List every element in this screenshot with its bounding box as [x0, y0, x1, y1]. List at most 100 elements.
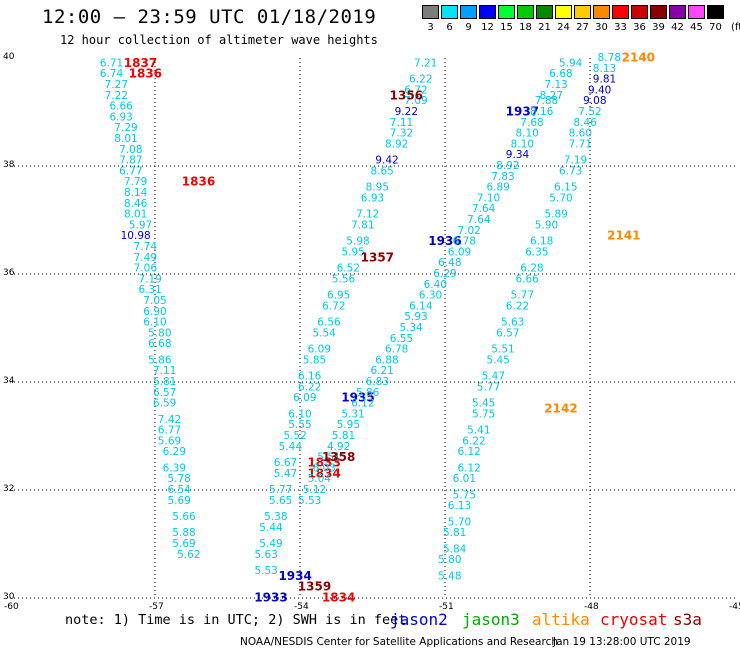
altika-wave-height: 6.18	[530, 236, 553, 248]
jason2-time-label: 1934	[278, 569, 311, 583]
jason2-time-label: 1936	[428, 234, 461, 248]
cryosat-wave-height: 6.57	[153, 387, 176, 399]
color-scale-legend: 3 6 9 12 15 18 21 24 27 30 33 36 39 42 45 70	[422, 5, 740, 35]
cryosat-wave-height: 7.79	[124, 176, 147, 188]
cryosat-wave-height: 5.66	[172, 511, 196, 523]
cryosat-wave-height: 8.01	[124, 209, 147, 221]
s3a-wave-height: 7.64	[472, 203, 496, 215]
jason2-wave-height: 5.95	[341, 246, 364, 258]
altika-wave-height: 5.75	[472, 408, 495, 420]
lat-tick-label: 36	[3, 268, 15, 278]
jason2-wave-height: 5.54	[312, 327, 336, 339]
s3a-wave-height: 5.12	[303, 484, 326, 496]
s3a-wave-height: 6.88	[375, 354, 398, 366]
lat-tick-label: 38	[3, 160, 15, 170]
cryosat-wave-height: 5.69	[158, 435, 181, 447]
cryosat-wave-height: 6.54	[167, 484, 191, 496]
altika-wave-height: 5.81	[443, 527, 466, 539]
jason2-wave-height: 7.32	[390, 128, 413, 140]
altika-wave-height: 5.80	[438, 554, 461, 566]
cryosat-wave-height: 7.22	[105, 90, 128, 102]
jason2-wave-height: 5.63	[254, 549, 277, 561]
altika-time-label: 2140	[622, 51, 655, 65]
jason2-wave-height: 6.72	[404, 84, 427, 96]
legend-label: 15	[500, 22, 513, 33]
s3a-wave-height: 7.64	[467, 214, 491, 226]
altika-wave-height: 5.70	[448, 516, 471, 528]
jason2-wave-height: 5.52	[283, 430, 306, 442]
s3a-wave-height: 6.55	[390, 333, 413, 345]
jason2-wave-height: 5.65	[269, 495, 292, 507]
altika-wave-height: 5.45	[486, 354, 509, 366]
mission-label-s3a: s3a	[673, 610, 702, 629]
map-subtitle: 12 hour collection of altimeter wave hei…	[60, 33, 378, 47]
legend-label: 45	[690, 22, 703, 33]
cryosat-wave-height: 6.66	[109, 101, 133, 113]
altika-wave-height: 5.45	[472, 398, 495, 410]
cryosat-wave-height: 7.08	[119, 144, 142, 156]
s3a-wave-height: 8.16	[530, 106, 554, 118]
cryosat-wave-height: 5.62	[177, 549, 200, 561]
legend-label: 18	[519, 22, 532, 33]
cryosat-wave-height: 5.81	[153, 376, 176, 388]
s3a-wave-height: 9.34	[506, 149, 530, 161]
legend-swatch	[536, 5, 553, 19]
jason2-wave-height: 7.09	[404, 95, 427, 107]
jason2-wave-height: 9.42	[375, 155, 398, 167]
cryosat-time-label: 1834	[307, 466, 340, 480]
cryosat-wave-height: 8.01	[114, 133, 137, 145]
cryosat-wave-height: 5.69	[172, 538, 195, 550]
legend-unit: (ft)	[731, 22, 740, 33]
jason2-wave-height: 6.09	[308, 344, 331, 356]
s3a-wave-height: 5.31	[341, 408, 364, 420]
cryosat-wave-height: 7.11	[153, 365, 176, 377]
jason2-wave-height: 5.56	[332, 273, 356, 285]
cryosat-wave-height: 5.86	[148, 354, 172, 366]
jason2-wave-height: 6.56	[317, 317, 341, 329]
altika-wave-height: 5.75	[453, 489, 476, 501]
cryosat-wave-height: 7.27	[105, 79, 128, 91]
mission-label-jason2: jason2	[390, 610, 448, 629]
altika-wave-height: 5.63	[501, 317, 524, 329]
altika-wave-height: 6.22	[462, 435, 485, 447]
cryosat-wave-height: 10.98	[121, 230, 151, 242]
s3a-wave-height: 7.02	[457, 225, 480, 237]
jason2-wave-height: 6.09	[293, 392, 316, 404]
cryosat-wave-height: 6.93	[109, 111, 132, 123]
jason2-wave-height: 6.67	[274, 457, 297, 469]
jason2-wave-height: 6.52	[337, 263, 360, 275]
mission-label-jason3: jason3	[462, 610, 520, 629]
s3a-wave-height: 5.51	[317, 452, 340, 464]
jason2-wave-height: 5.47	[274, 468, 297, 480]
mission-label-cryosat: cryosat	[600, 610, 668, 629]
legend-label: 9	[465, 22, 472, 33]
lat-tick-label: 40	[3, 52, 15, 62]
lon-tick-label: -45	[729, 602, 740, 612]
legend-swatch	[650, 5, 667, 19]
altika-wave-height: 5.84	[443, 543, 467, 555]
cryosat-wave-height: 8.46	[124, 198, 148, 210]
jason2-wave-height: 7.21	[414, 57, 437, 69]
legend-label: 30	[595, 22, 608, 33]
altika-wave-height: 7.71	[569, 138, 592, 150]
altika-wave-height: 9.81	[593, 74, 616, 86]
jason2-wave-height: 5.49	[259, 538, 282, 550]
legend-label: 36	[633, 22, 646, 33]
jason2-wave-height: 6.10	[288, 408, 311, 420]
s3a-wave-height: 6.21	[370, 365, 393, 377]
altika-wave-height: 6.13	[448, 500, 471, 512]
lon-tick-label: -54	[294, 602, 309, 612]
lon-tick-label: -57	[149, 602, 164, 612]
cryosat-time-label: 1836	[182, 175, 215, 189]
jason2-wave-height: 9.22	[395, 106, 418, 118]
map-title: 12:00 – 23:59 UTC 01/18/2019	[42, 6, 377, 28]
legend-label: 21	[538, 22, 551, 33]
s3a-wave-height: 8.92	[496, 160, 519, 172]
s3a-wave-height: 5.95	[337, 419, 360, 431]
jason2-wave-height: 5.44	[259, 522, 283, 534]
s3a-wave-height: 6.89	[486, 182, 509, 194]
cryosat-wave-height: 5.69	[167, 495, 190, 507]
altika-wave-height: 5.77	[477, 381, 500, 393]
s3a-wave-height: 5.04	[308, 473, 332, 485]
jason2-wave-height: 5.85	[303, 354, 326, 366]
